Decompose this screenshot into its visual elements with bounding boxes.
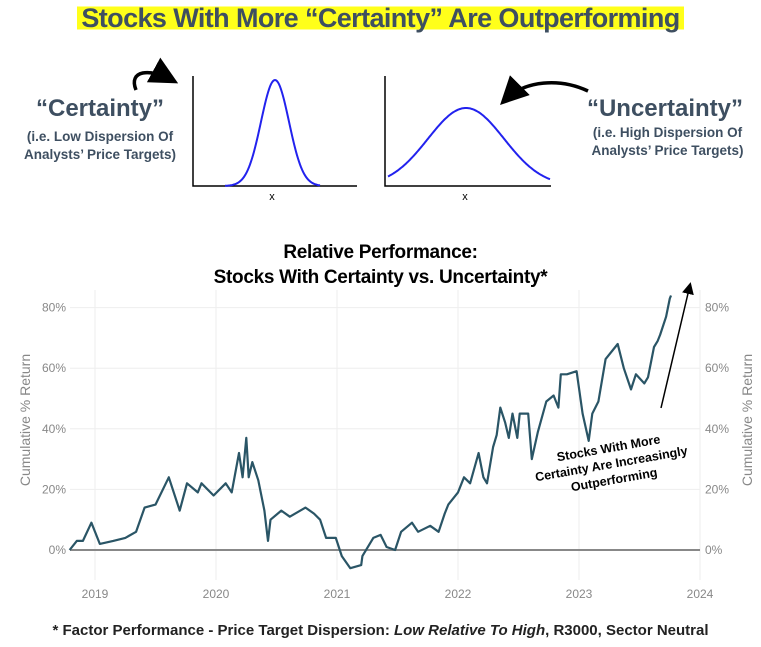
y-tick-label-right: 20% — [705, 482, 729, 496]
uncertainty-sub-2: Analysts’ Price Targets) — [591, 143, 744, 158]
x-tick-label: 2020 — [203, 587, 230, 601]
y-tick-label-right: 0% — [705, 543, 723, 557]
chart-title: Relative Performance: Stocks With Certai… — [213, 242, 548, 288]
footnote: * Factor Performance - Price Target Disp… — [52, 622, 709, 639]
uncertainty-arrow-icon — [500, 75, 589, 105]
x-tick-label: 2024 — [687, 587, 714, 601]
uncertainty-sub-1: (i.e. High Dispersion Of — [592, 125, 743, 140]
y-tick-label-left: 0% — [49, 543, 67, 557]
x-axis: 2019 2020 2021 2022 2023 2024 — [82, 587, 714, 601]
y-axis-left-label: Cumulative % Return — [17, 354, 33, 486]
x-tick-label: 2019 — [82, 587, 109, 601]
certainty-sub-1: (i.e. Low Dispersion Of — [26, 129, 174, 144]
trend-arrow-icon — [660, 282, 694, 409]
y-tick-label-left: 80% — [42, 301, 66, 315]
narrow-distribution-curve — [225, 78, 321, 187]
y-axis-right-label: Cumulative % Return — [739, 354, 755, 486]
y-tick-label-right: 80% — [705, 301, 729, 315]
y-tick-label-left: 60% — [42, 361, 66, 375]
wide-distribution-curve — [387, 107, 551, 181]
certainty-arrow-icon — [132, 57, 179, 91]
certainty-label: “Certainty” — [35, 95, 165, 122]
series-line — [68, 295, 673, 570]
x-tick-label: 2021 — [324, 587, 351, 601]
y-axis-right: 0% 20% 40% 60% 80% — [705, 301, 729, 557]
uncertainty-x-label: x — [462, 191, 468, 203]
certainty-sub-2: Analysts’ Price Targets) — [23, 147, 177, 162]
certainty-diagram: x — [192, 76, 357, 203]
main-title: Stocks With More “Certainty” Are Outperf… — [0, 3, 761, 34]
x-tick-label: 2023 — [566, 587, 593, 601]
y-tick-label-left: 40% — [42, 422, 66, 436]
y-tick-label-right: 40% — [705, 422, 729, 436]
y-tick-label-right: 60% — [705, 361, 729, 375]
y-tick-label-left: 20% — [42, 482, 66, 496]
uncertainty-label: “Uncertainty” — [586, 95, 744, 122]
chart-grid — [70, 290, 701, 580]
x-tick-label: 2022 — [445, 587, 472, 601]
y-axis-left: 0% 20% 40% 60% 80% — [42, 301, 66, 557]
uncertainty-diagram: x — [384, 76, 551, 203]
certainty-x-label: x — [269, 191, 275, 203]
